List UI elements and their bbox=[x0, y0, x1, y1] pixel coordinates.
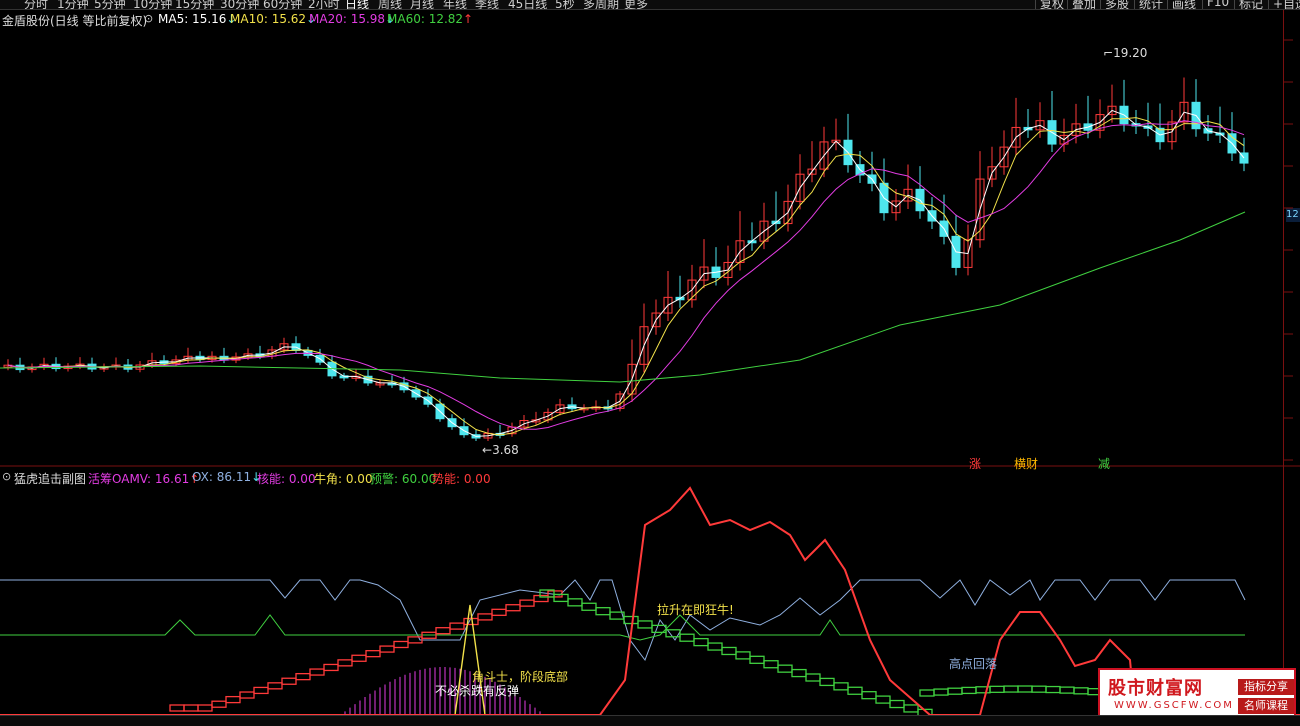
ad-badge-share[interactable]: 指标分享 bbox=[1238, 679, 1294, 695]
indicator-ox: OX: 86.11↓ bbox=[192, 470, 262, 484]
annotation-bull-rise: 拉升在即狂牛! bbox=[657, 603, 734, 617]
toolbar-btn-2[interactable]: 多股 bbox=[1100, 0, 1133, 9]
period-tab-10[interactable]: 月线 bbox=[410, 0, 435, 10]
period-tab-11[interactable]: 年线 bbox=[443, 0, 468, 10]
period-tab-7[interactable]: 2小时 bbox=[308, 0, 340, 10]
toolbar-btn-1[interactable]: 叠加 bbox=[1067, 0, 1100, 9]
indicator-bullhorn: 牛角: 0.00 bbox=[314, 472, 373, 486]
price-axis bbox=[1283, 10, 1284, 715]
period-tab-0[interactable]: 分时 bbox=[24, 0, 49, 10]
indicator-nuclear: 核能: 0.00 bbox=[257, 472, 316, 486]
settings-toggle-icon[interactable]: ⊙ bbox=[144, 12, 154, 25]
low-marker: ←3.68 bbox=[482, 443, 519, 457]
signal-windfall: 横财 bbox=[1014, 457, 1039, 471]
period-tab-5[interactable]: 30分钟 bbox=[220, 0, 260, 10]
signal-rise: 涨 bbox=[969, 457, 982, 471]
toolbar-btn-6[interactable]: 标记 bbox=[1234, 0, 1267, 9]
indicator-momentum: 势能: 0.00 bbox=[432, 472, 491, 486]
period-toolbar: 分时 1分钟 5分钟 10分钟 15分钟 30分钟 60分钟 2小时 日线 周线 月线 年线 季线 45日… bbox=[0, 0, 1300, 10]
toolbar-btn-3[interactable]: 统计 bbox=[1134, 0, 1167, 9]
period-tab-4[interactable]: 15分钟 bbox=[175, 0, 215, 10]
ma5-value: MA5: 15.16↓ bbox=[158, 12, 237, 26]
high-marker: ⌐19.20 bbox=[1103, 46, 1148, 60]
annotation-bottom: 角斗士，阶段底部 bbox=[472, 670, 569, 684]
period-tab-12[interactable]: 季线 bbox=[475, 0, 500, 10]
indicator-oamv: 活筹OAMV: 16.61↑ bbox=[88, 472, 200, 486]
period-tab-8[interactable]: 日线 bbox=[345, 0, 370, 10]
signal-reduce: 减 bbox=[1098, 457, 1111, 471]
period-tab-3[interactable]: 10分钟 bbox=[133, 0, 173, 10]
toolbar-btn-0[interactable]: 复权 bbox=[1035, 0, 1068, 9]
ma60-value: MA60: 12.82↑ bbox=[387, 12, 474, 26]
toolbar-btn-5[interactable]: F10 bbox=[1202, 0, 1233, 9]
current-price-box: 12 bbox=[1286, 208, 1300, 222]
toolbar-btn-7[interactable]: +自选 bbox=[1268, 0, 1300, 9]
indicator-warning: 预警: 60.00 bbox=[370, 472, 437, 486]
period-tab-1[interactable]: 1分钟 bbox=[57, 0, 89, 10]
period-tab-15[interactable]: 多周期 bbox=[583, 0, 620, 10]
ad-badge-course[interactable]: 名师课程 bbox=[1238, 698, 1294, 714]
period-tab-13[interactable]: 45日线 bbox=[508, 0, 548, 10]
period-tab-6[interactable]: 60分钟 bbox=[263, 0, 303, 10]
annotation-no-panic: 不必杀跌有反弹 bbox=[435, 684, 520, 698]
sub-title: 猛虎追击副图 bbox=[14, 472, 87, 486]
ad-brand: 股市财富网 bbox=[1108, 678, 1203, 699]
period-tab-2[interactable]: 5分钟 bbox=[94, 0, 126, 10]
annotation-high-fall: 高点回落 bbox=[949, 657, 998, 671]
ma10-value: MA10: 15.62↓ bbox=[230, 12, 317, 26]
toolbar-btn-4[interactable]: 画线 bbox=[1167, 0, 1200, 9]
ad-url: WWW.GSCFW.COM bbox=[1114, 700, 1234, 711]
period-tab-14[interactable]: 5秒 bbox=[555, 0, 575, 10]
ma20-value: MA20: 15.98↓ bbox=[309, 12, 396, 26]
period-tab-9[interactable]: 周线 bbox=[378, 0, 403, 10]
stock-title: 金盾股份(日线 等比前复权) bbox=[2, 14, 148, 28]
status-bar bbox=[0, 715, 1300, 726]
watermark-ad[interactable]: 股市财富网 WWW.GSCFW.COM 指标分享 名师课程 bbox=[1098, 668, 1296, 719]
sub-settings-icon[interactable]: ⊙ bbox=[2, 470, 12, 483]
period-tab-16[interactable]: 更多 bbox=[624, 0, 649, 10]
